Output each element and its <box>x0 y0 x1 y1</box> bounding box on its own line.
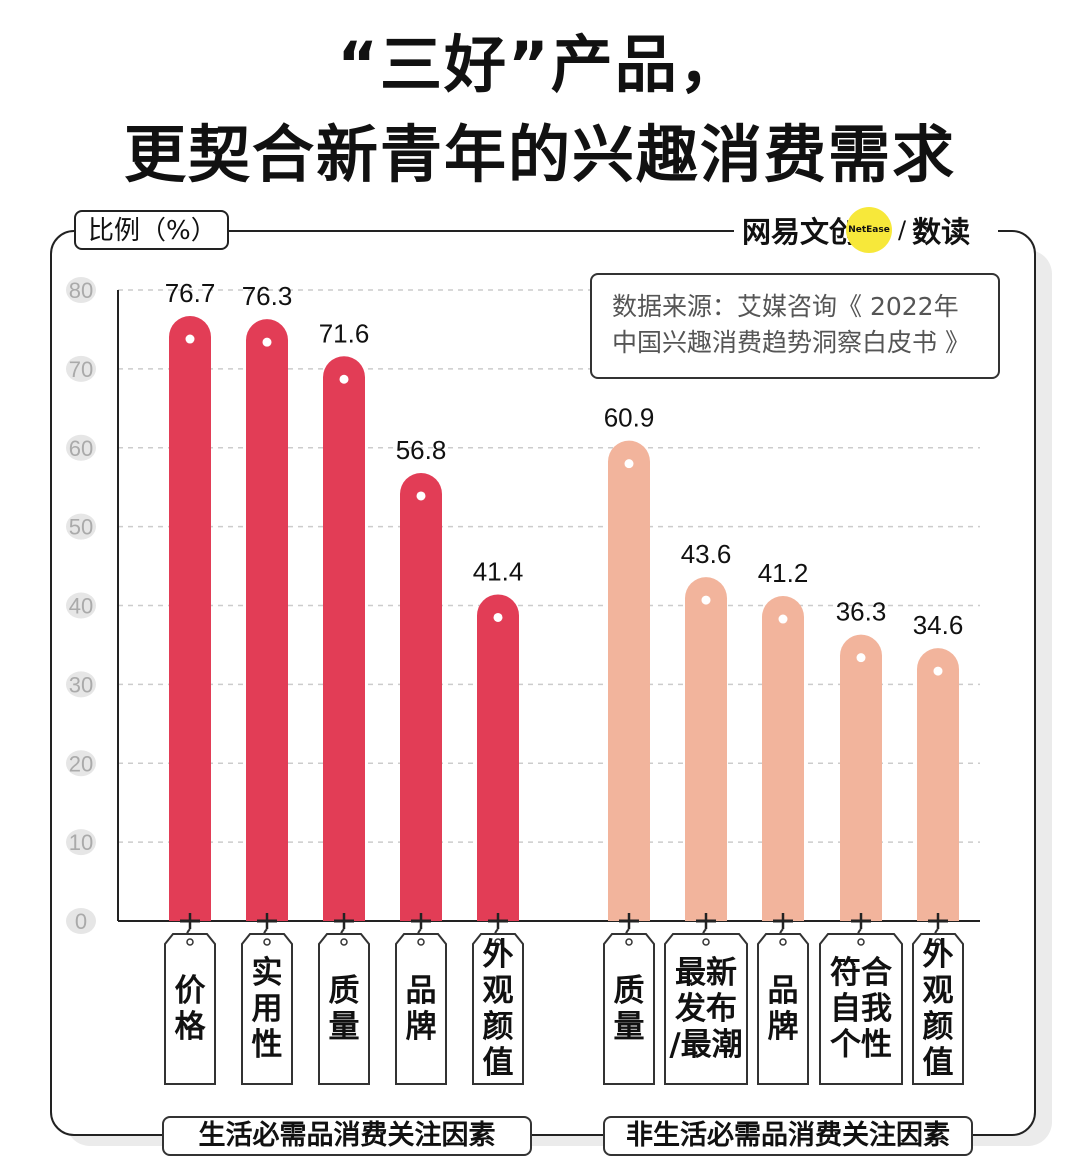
bar-dot <box>778 614 788 624</box>
data-label: 43.6 <box>681 539 732 569</box>
brand-logo: 网易文创 NetEase / 数读 <box>734 207 998 253</box>
category-label: 外观颜值 <box>483 937 514 1081</box>
bar <box>169 316 211 921</box>
y-tick-bubble <box>66 434 96 461</box>
brand-slash: / <box>898 216 907 244</box>
category-label: 质量 <box>614 973 645 1045</box>
y-tick-label: 30 <box>69 672 93 697</box>
y-tick-label: 70 <box>69 357 93 382</box>
category-tag <box>472 933 524 1085</box>
bar-dot <box>416 491 426 501</box>
tag-hole <box>779 938 787 946</box>
y-tick-label: 80 <box>69 278 93 303</box>
data-label: 56.8 <box>396 435 447 465</box>
group-label-1: 生活必需品消费关注因素 <box>162 1116 532 1156</box>
bar <box>608 440 650 921</box>
bar-dot <box>701 595 711 605</box>
group-label-2: 非生活必需品消费关注因素 <box>603 1116 973 1156</box>
y-tick-bubble <box>66 592 96 619</box>
bar-dot <box>339 374 349 384</box>
category-tag <box>603 933 655 1085</box>
tag-hole <box>417 938 425 946</box>
category-tag <box>318 933 370 1085</box>
bar <box>840 634 882 921</box>
y-tick-label: 0 <box>75 909 87 934</box>
data-label: 76.7 <box>165 278 216 308</box>
category-label: 质量 <box>329 973 360 1045</box>
category-label: 实用性 <box>252 955 283 1063</box>
y-tick-bubble <box>66 513 96 540</box>
y-tick-label: 20 <box>69 751 93 776</box>
bar <box>477 594 519 921</box>
y-tick-label: 50 <box>69 515 93 540</box>
y-tick-bubble <box>66 829 96 856</box>
tag-hole <box>934 938 942 946</box>
data-label: 71.6 <box>319 318 370 348</box>
category-tag <box>395 933 447 1085</box>
category-label: 价格 <box>175 973 207 1045</box>
category-label: 品牌 <box>768 973 799 1045</box>
source-line2: 中国兴趣消费趋势洞察白皮书 》 <box>612 328 970 357</box>
data-label: 34.6 <box>913 610 964 640</box>
category-tag <box>819 933 903 1085</box>
source-note: 数据来源：艾媒咨询《 2022年 中国兴趣消费趋势洞察白皮书 》 <box>590 273 1000 379</box>
bar <box>917 648 959 921</box>
tag-hole <box>494 938 502 946</box>
chart-title-line1: “三好”产品， <box>337 28 743 101</box>
y-tick-bubble <box>66 277 96 303</box>
tag-hole <box>857 938 865 946</box>
y-tick-bubble <box>66 671 96 698</box>
bar <box>400 472 442 921</box>
bar-dot <box>933 666 943 676</box>
category-label: 品牌 <box>406 973 437 1045</box>
y-axis-label: 比例（%） <box>74 210 229 250</box>
category-label: 最新发布/最潮 <box>669 955 742 1063</box>
y-tick-label: 10 <box>69 830 93 855</box>
bar <box>685 577 727 921</box>
data-label: 60.9 <box>604 403 655 433</box>
bar-dot <box>856 653 866 663</box>
brand-name: 网易文创 <box>742 215 859 249</box>
tag-hole <box>702 938 710 946</box>
bar <box>323 356 365 922</box>
category-tag <box>912 933 964 1085</box>
y-tick-bubble <box>66 355 96 382</box>
tag-hole <box>340 938 348 946</box>
brand-mark: NetEase <box>846 207 893 253</box>
chart-title-line2: 更契合新青年的兴趣消费需求 <box>123 118 956 191</box>
category-tag <box>757 933 809 1085</box>
data-label: 41.4 <box>473 556 524 586</box>
data-label: 36.3 <box>836 597 887 627</box>
category-label: 外观颜值 <box>923 937 954 1081</box>
tag-hole <box>625 938 633 946</box>
bar-dot <box>262 337 272 347</box>
data-label: 76.3 <box>242 281 293 311</box>
source-line1: 数据来源：艾媒咨询《 2022年 <box>612 292 959 321</box>
y-tick-bubble <box>66 750 96 777</box>
category-label: 符合自我个性 <box>830 955 892 1063</box>
category-tag <box>241 933 293 1085</box>
bar-dot <box>185 334 195 344</box>
data-label: 41.2 <box>758 558 809 588</box>
y-tick-label: 40 <box>69 594 93 619</box>
y-tick-label: 60 <box>69 436 93 461</box>
bar <box>762 596 804 921</box>
tag-hole <box>263 938 271 946</box>
category-tag <box>164 933 216 1085</box>
bar <box>246 319 288 922</box>
tag-hole <box>186 938 194 946</box>
brand-sub: 数读 <box>912 215 971 249</box>
bar-dot <box>624 459 634 469</box>
category-tag <box>664 933 748 1085</box>
y-tick-bubble <box>66 908 96 934</box>
bar-dot <box>493 612 503 622</box>
